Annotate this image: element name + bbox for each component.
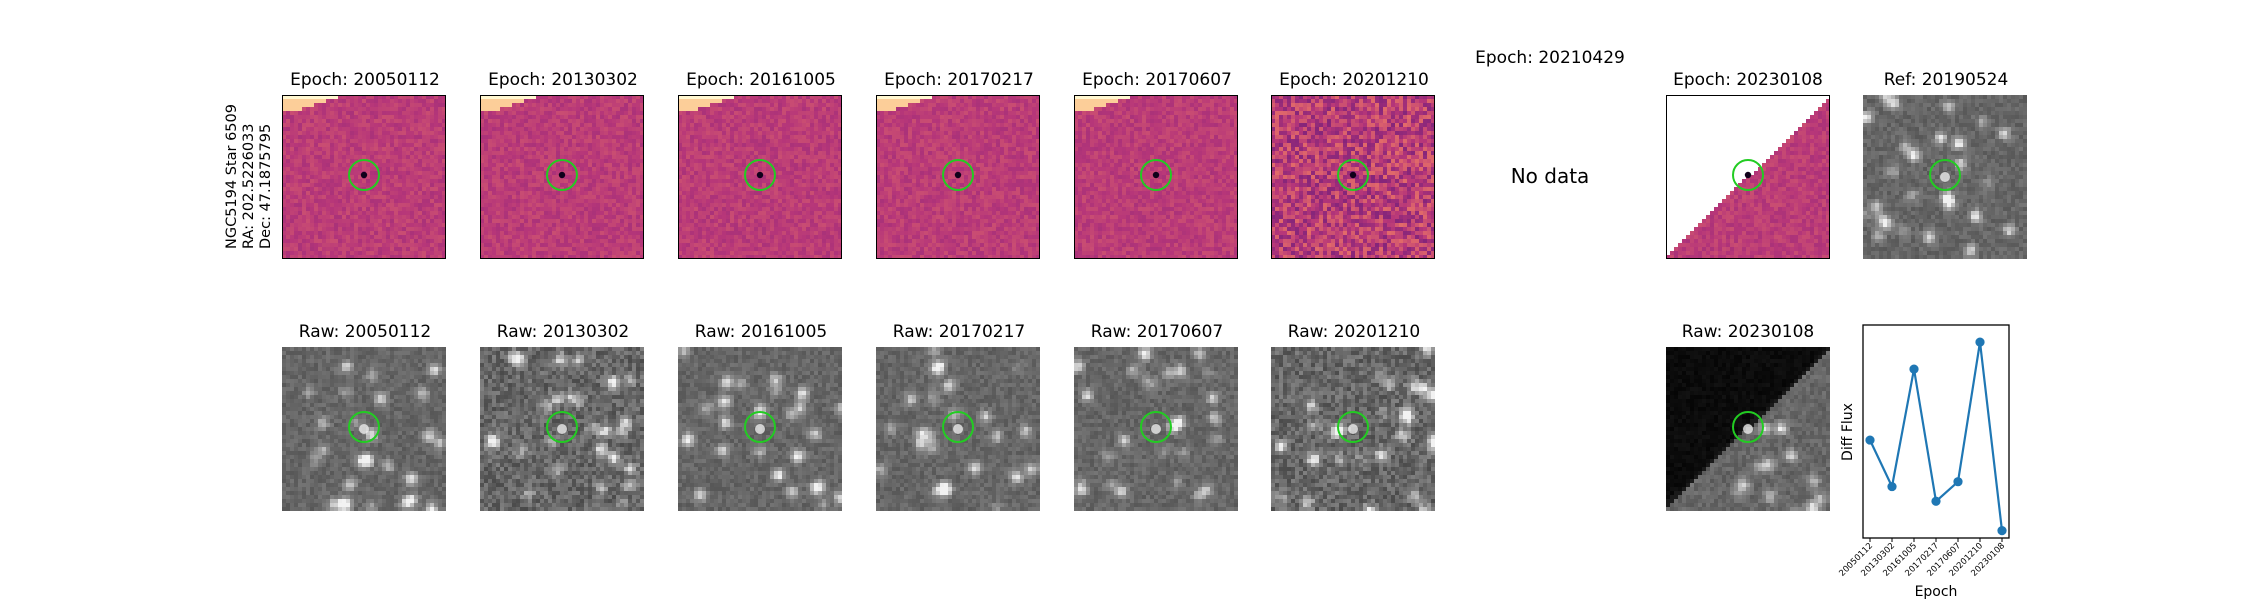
data-point bbox=[1975, 337, 1985, 347]
raw-image-6 bbox=[1271, 347, 1435, 511]
image-pixels bbox=[678, 347, 842, 511]
plot-marks bbox=[1865, 337, 2007, 536]
raw-title-8: Raw: 20230108 bbox=[1682, 322, 1815, 342]
data-point bbox=[1953, 477, 1963, 487]
star-core bbox=[359, 424, 369, 434]
image-pixels bbox=[282, 347, 446, 511]
star-core bbox=[1940, 172, 1950, 182]
data-point bbox=[1909, 364, 1919, 374]
data-point bbox=[1931, 496, 1941, 506]
target-ra: RA: 202.5226033 bbox=[241, 104, 258, 249]
plot-frame bbox=[1862, 324, 2010, 539]
image-pixels bbox=[1271, 95, 1435, 259]
light-curve-chart: 2005011220130302201610052017021720170607… bbox=[1837, 324, 2010, 600]
diff-image-1 bbox=[282, 95, 446, 259]
raw-image-2 bbox=[480, 347, 644, 511]
image-pixels bbox=[1666, 347, 1830, 511]
target-marker-circle bbox=[1732, 159, 1764, 191]
raw-title-2: Raw: 20130302 bbox=[497, 322, 630, 342]
star-core bbox=[1743, 424, 1753, 434]
target-marker-circle bbox=[744, 159, 776, 191]
data-point bbox=[1865, 435, 1875, 445]
image-pixels bbox=[1074, 347, 1238, 511]
image-pixels bbox=[678, 95, 842, 259]
diff-image-5 bbox=[1074, 95, 1238, 259]
image-pixels bbox=[480, 95, 644, 259]
raw-title-5: Raw: 20170607 bbox=[1091, 322, 1224, 342]
image-pixels bbox=[1074, 95, 1238, 259]
raw-image-3 bbox=[678, 347, 842, 511]
target-label: NGC5194 Star 6509 RA: 202.5226033 Dec: 4… bbox=[224, 104, 275, 249]
star-core bbox=[1152, 171, 1160, 179]
star-core bbox=[360, 171, 368, 179]
star-core bbox=[558, 171, 566, 179]
target-marker-circle bbox=[546, 411, 578, 443]
target-marker-circle bbox=[1929, 159, 1961, 191]
diff-title-3: Epoch: 20161005 bbox=[686, 70, 836, 90]
target-marker-circle bbox=[942, 159, 974, 191]
diff-title-1: Epoch: 20050112 bbox=[290, 70, 440, 90]
diff-image-4 bbox=[876, 95, 1040, 259]
raw-image-1 bbox=[282, 347, 446, 511]
raw-image-5 bbox=[1074, 347, 1238, 511]
target-marker-circle bbox=[1140, 159, 1172, 191]
data-point bbox=[1887, 481, 1897, 492]
star-core bbox=[1349, 171, 1357, 179]
x-axis-label: Epoch bbox=[1915, 584, 1958, 600]
y-axis-label: Diff Flux bbox=[1840, 403, 1856, 461]
raw-title-4: Raw: 20170217 bbox=[893, 322, 1026, 342]
raw-title-1: Raw: 20050112 bbox=[299, 322, 432, 342]
target-marker-circle bbox=[348, 159, 380, 191]
image-pixels bbox=[282, 95, 446, 259]
raw-title-3: Raw: 20161005 bbox=[695, 322, 828, 342]
diff-title-8: Epoch: 20230108 bbox=[1673, 70, 1823, 90]
diff-title-5: Epoch: 20170607 bbox=[1082, 70, 1232, 90]
image-pixels bbox=[1666, 95, 1830, 259]
diff-title-7: Epoch: 20210429 bbox=[1475, 48, 1625, 68]
no-data-label: No data bbox=[1511, 164, 1590, 188]
image-pixels bbox=[480, 347, 644, 511]
x-ticks: 2005011220130302201610052017021720170607… bbox=[1837, 538, 2007, 579]
target-marker-circle bbox=[1140, 411, 1172, 443]
image-pixels bbox=[876, 95, 1040, 259]
star-core bbox=[557, 424, 567, 434]
diff-image-8 bbox=[1666, 95, 1830, 259]
image-pixels bbox=[876, 347, 1040, 511]
target-name: NGC5194 Star 6509 bbox=[224, 104, 241, 249]
diff-title-2: Epoch: 20130302 bbox=[488, 70, 638, 90]
image-pixels bbox=[1271, 347, 1435, 511]
raw-title-6: Raw: 20201210 bbox=[1288, 322, 1421, 342]
star-core bbox=[954, 171, 962, 179]
star-core bbox=[1744, 171, 1752, 179]
raw-image-8 bbox=[1666, 347, 1830, 511]
diff-title-4: Epoch: 20170217 bbox=[884, 70, 1034, 90]
target-marker-circle bbox=[1337, 159, 1369, 191]
data-point bbox=[1997, 526, 2007, 536]
target-marker-circle bbox=[1337, 411, 1369, 443]
target-marker-circle bbox=[348, 411, 380, 443]
star-core bbox=[756, 171, 764, 179]
ref-title: Ref: 20190524 bbox=[1884, 70, 2009, 90]
raw-image-4 bbox=[876, 347, 1040, 511]
star-core bbox=[1151, 424, 1161, 434]
image-pixels bbox=[1863, 95, 2027, 259]
star-core bbox=[953, 424, 963, 434]
target-dec: Dec: 47.1875795 bbox=[258, 104, 275, 249]
target-marker-circle bbox=[1732, 411, 1764, 443]
target-marker-circle bbox=[546, 159, 578, 191]
star-core bbox=[1348, 424, 1358, 434]
target-marker-circle bbox=[942, 411, 974, 443]
star-core bbox=[755, 424, 765, 434]
diff-title-6: Epoch: 20201210 bbox=[1279, 70, 1429, 90]
ref-image bbox=[1863, 95, 2027, 259]
diff-image-2 bbox=[480, 95, 644, 259]
diff-image-3 bbox=[678, 95, 842, 259]
target-marker-circle bbox=[744, 411, 776, 443]
diff-image-6 bbox=[1271, 95, 1435, 259]
